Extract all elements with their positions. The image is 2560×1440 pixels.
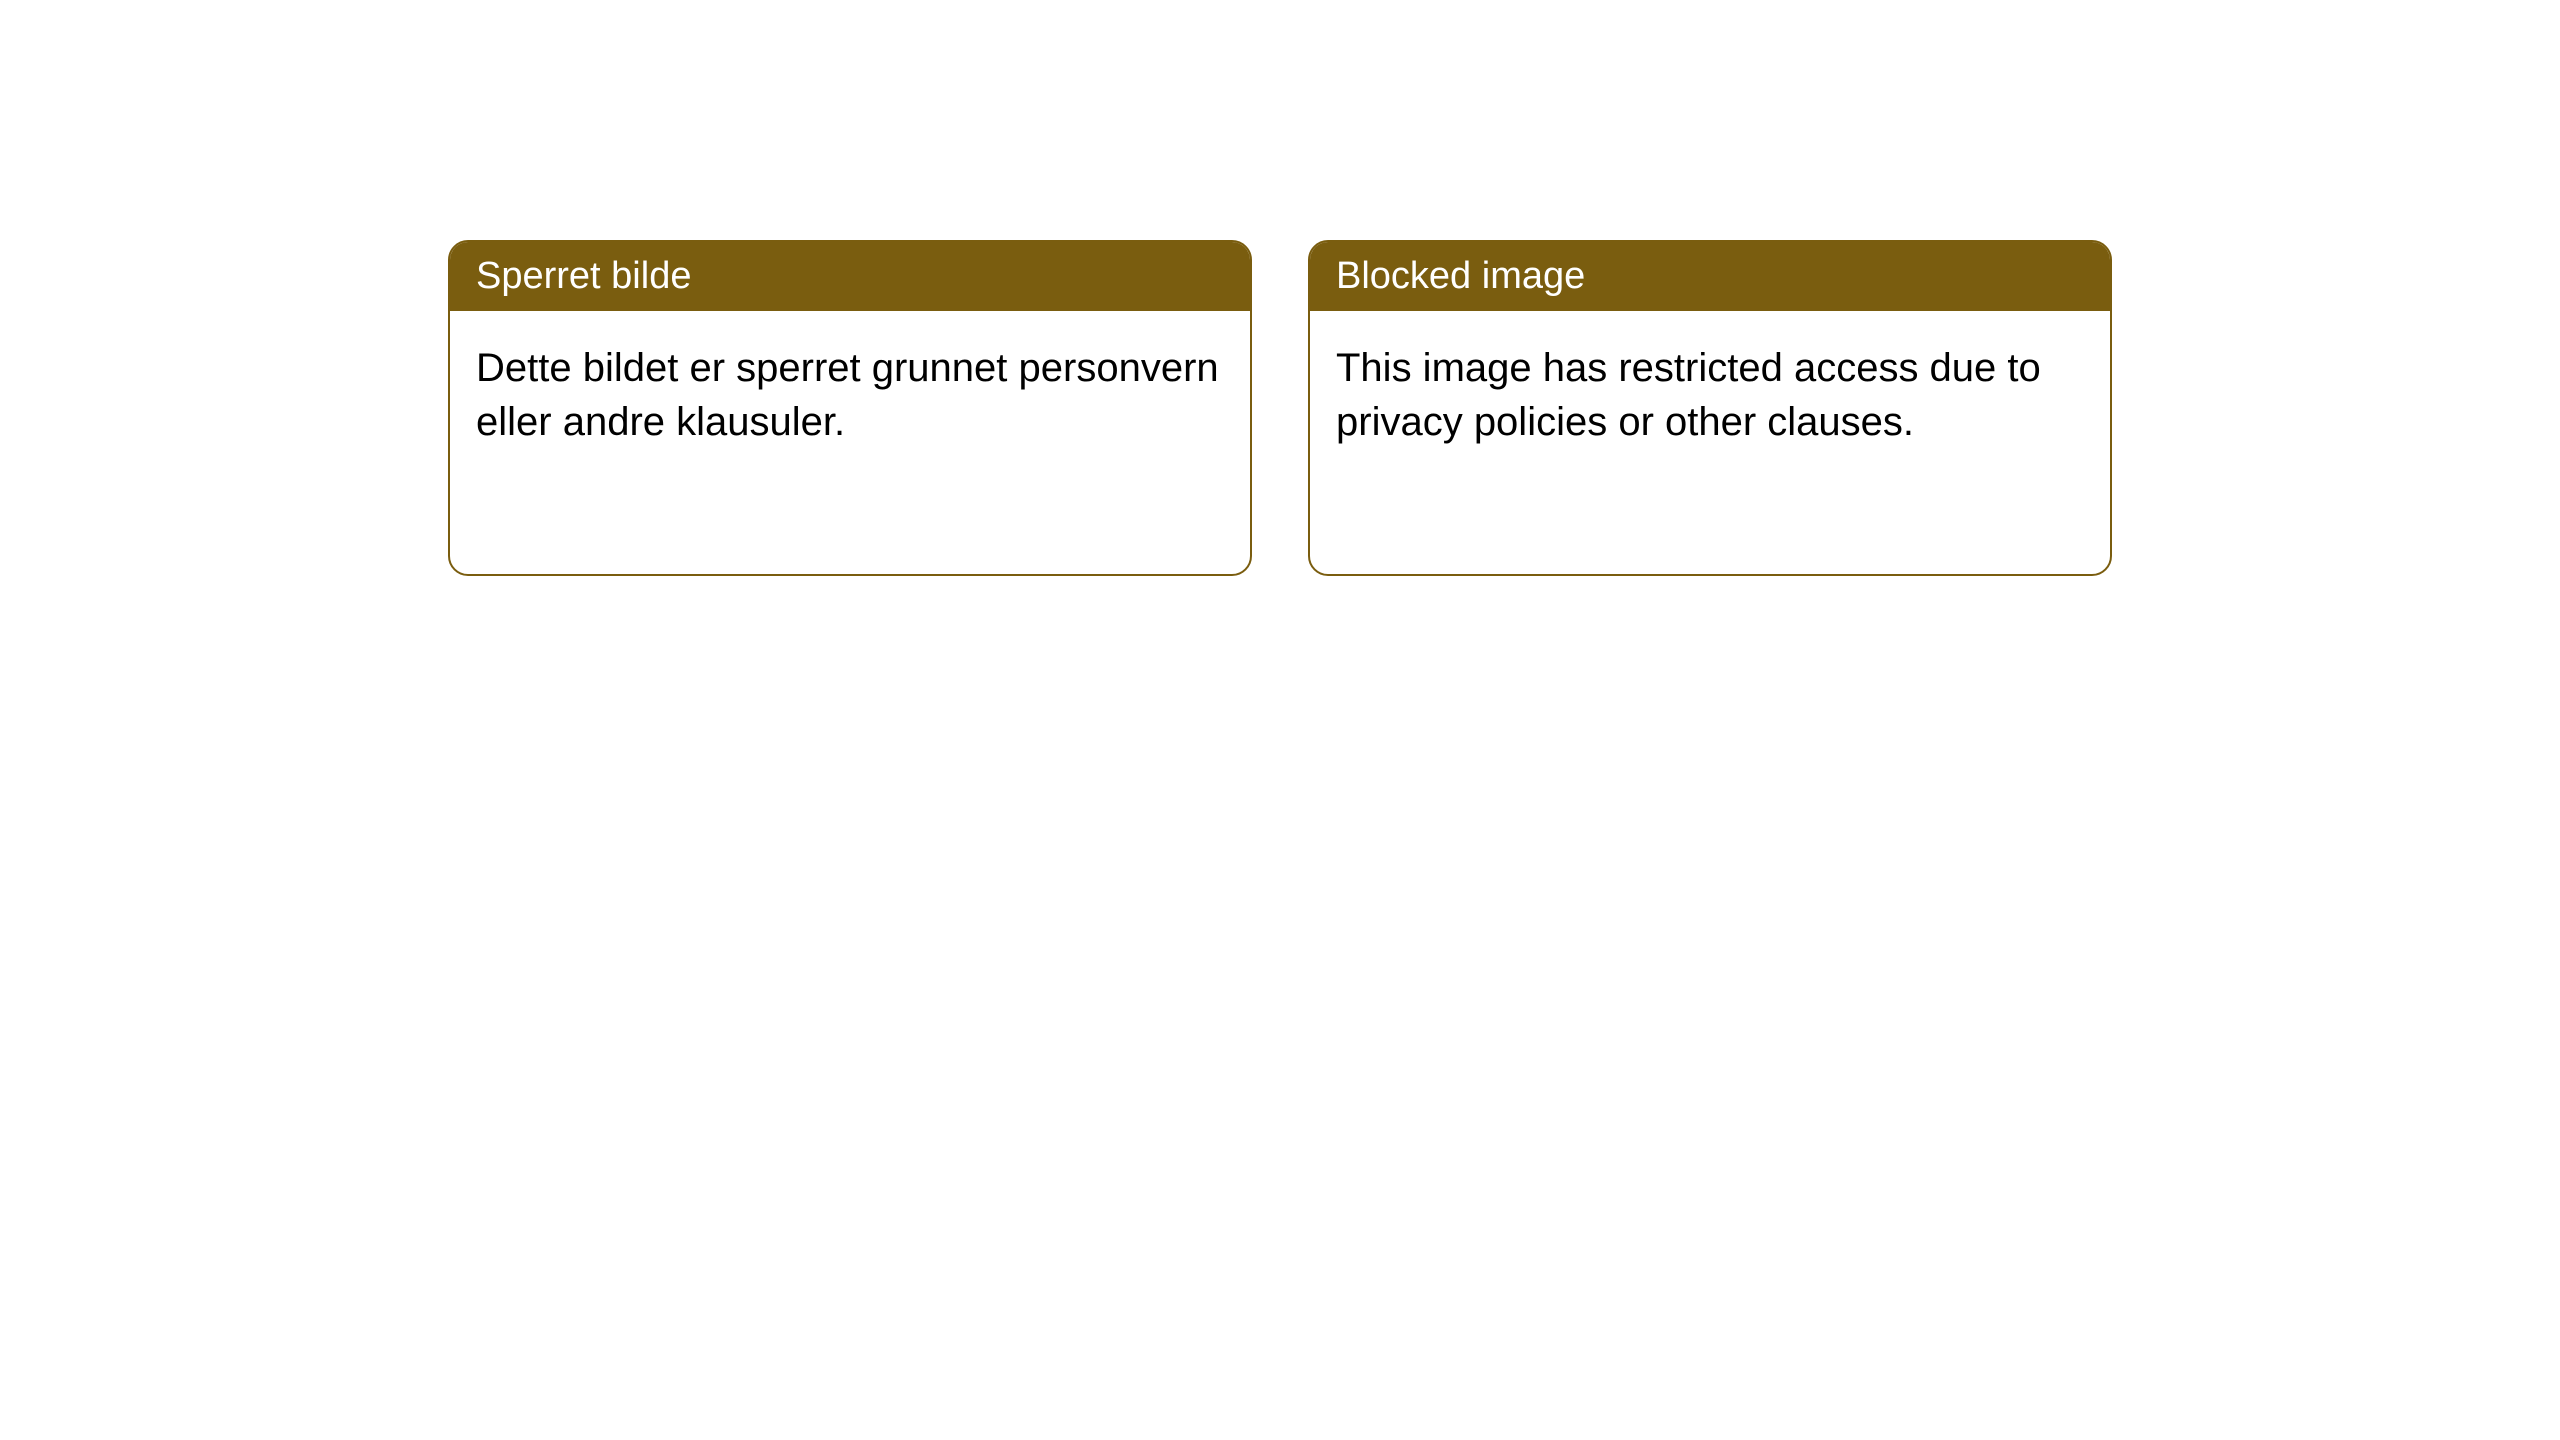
notice-header: Sperret bilde — [450, 242, 1250, 311]
notice-card-norwegian: Sperret bilde Dette bildet er sperret gr… — [448, 240, 1252, 576]
notice-header-text: Sperret bilde — [476, 255, 691, 297]
notice-body: This image has restricted access due to … — [1310, 311, 2110, 479]
notice-body-text: This image has restricted access due to … — [1336, 346, 2041, 444]
notice-header: Blocked image — [1310, 242, 2110, 311]
notice-container: Sperret bilde Dette bildet er sperret gr… — [0, 0, 2560, 576]
notice-body: Dette bildet er sperret grunnet personve… — [450, 311, 1250, 479]
notice-body-text: Dette bildet er sperret grunnet personve… — [476, 346, 1219, 444]
notice-card-english: Blocked image This image has restricted … — [1308, 240, 2112, 576]
notice-header-text: Blocked image — [1336, 255, 1585, 297]
